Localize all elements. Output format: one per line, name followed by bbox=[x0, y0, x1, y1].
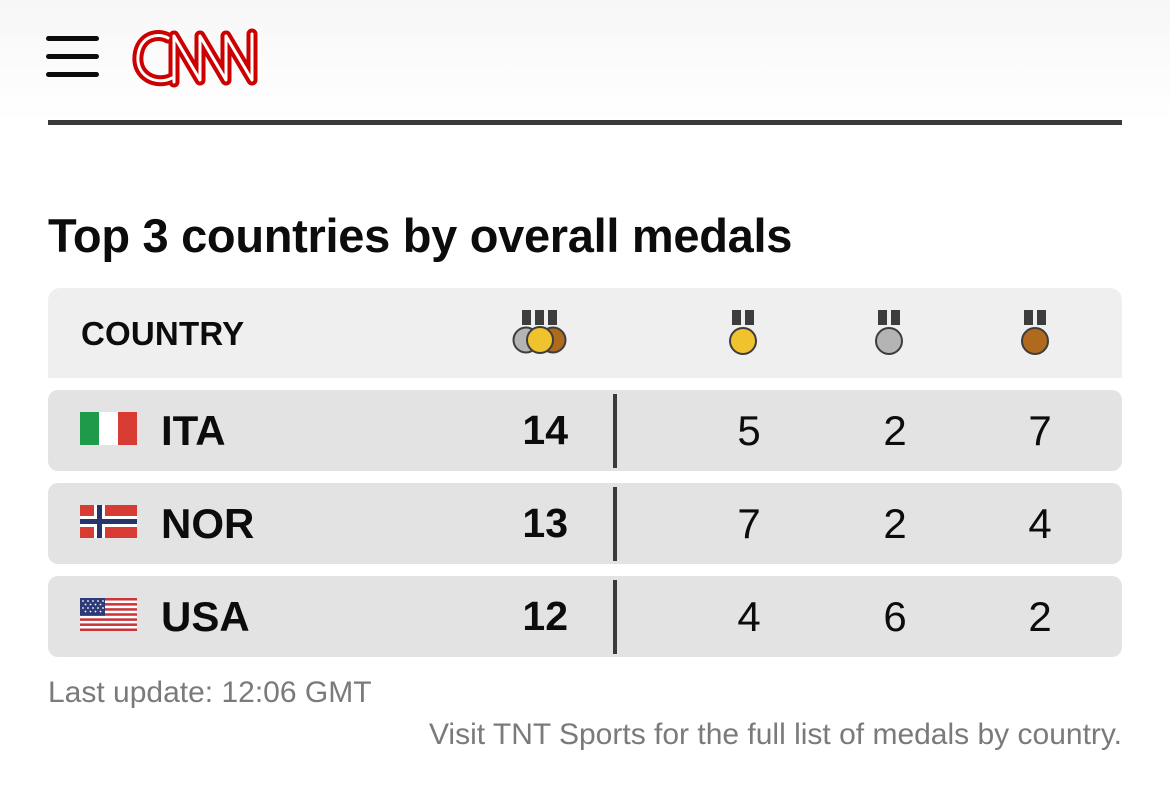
norway-flag-icon bbox=[80, 505, 137, 538]
silver-medal-icon bbox=[875, 310, 903, 355]
column-divider bbox=[613, 394, 617, 468]
last-update-text: Last update: 12:06 GMT bbox=[48, 676, 372, 709]
tnt-sports-link[interactable]: Visit TNT Sports for the full list of me… bbox=[428, 718, 1122, 751]
silver-count: 2 bbox=[883, 500, 907, 547]
bronze-count: 7 bbox=[1028, 407, 1052, 454]
site-header bbox=[0, 0, 1170, 122]
hamburger-menu-icon[interactable] bbox=[46, 36, 100, 78]
gold-medal-icon bbox=[729, 310, 757, 355]
total-medals: 12 bbox=[522, 593, 568, 639]
country-code: USA bbox=[161, 593, 250, 640]
header-divider bbox=[48, 120, 1122, 125]
gold-count: 5 bbox=[737, 407, 761, 454]
country-code: NOR bbox=[161, 500, 255, 547]
column-divider bbox=[613, 487, 617, 561]
gold-count: 7 bbox=[737, 500, 761, 547]
gold-count: 4 bbox=[737, 593, 761, 640]
cnn-logo[interactable] bbox=[130, 22, 272, 94]
total-medals: 14 bbox=[522, 407, 568, 453]
table-header: COUNTRY bbox=[48, 288, 1122, 378]
table-row: USA 12 4 6 2 bbox=[48, 576, 1122, 657]
column-divider bbox=[613, 580, 617, 654]
usa-flag-icon bbox=[80, 598, 137, 631]
bronze-medal-icon bbox=[1021, 310, 1049, 355]
silver-count: 6 bbox=[883, 593, 907, 640]
silver-count: 2 bbox=[883, 407, 907, 454]
italy-flag-icon bbox=[80, 412, 137, 445]
bronze-count: 2 bbox=[1028, 593, 1052, 640]
country-column-header: COUNTRY bbox=[81, 315, 245, 352]
total-medals: 13 bbox=[522, 500, 568, 546]
total-medals-icon bbox=[512, 310, 567, 354]
table-row: ITA 14 5 2 7 bbox=[48, 390, 1122, 471]
table-row: NOR 13 7 2 4 bbox=[48, 483, 1122, 564]
page-title: Top 3 countries by overall medals bbox=[48, 209, 793, 262]
country-code: ITA bbox=[161, 407, 226, 454]
bronze-count: 4 bbox=[1028, 500, 1052, 547]
